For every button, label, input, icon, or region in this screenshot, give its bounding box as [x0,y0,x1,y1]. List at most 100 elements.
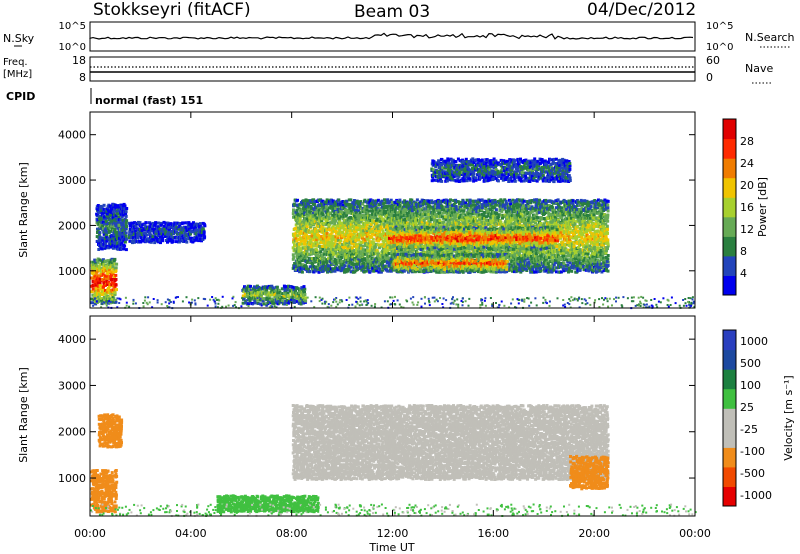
power-cell [105,233,109,237]
power-cell [155,236,158,240]
power-cell [94,284,98,288]
power-cell [94,299,97,303]
power-cell [111,273,115,277]
power-cell [101,238,105,242]
power-cell [111,206,115,210]
power-cell [107,295,111,299]
power-cell [128,239,132,243]
power-cell [112,220,116,224]
power-cell [303,245,307,249]
power-cell [113,227,117,231]
power-cell [107,281,110,284]
power-cell [166,240,169,244]
power-cell [311,248,315,252]
power-cell [108,237,112,241]
power-cell [190,222,193,226]
power-cell [138,221,142,225]
power-cell [265,288,269,292]
power-cell [274,300,278,304]
power-cell [301,295,305,299]
power-cell [272,291,276,295]
power-cell [244,301,248,305]
power-cell [131,221,135,225]
power-cell [312,238,316,242]
power-cell [124,227,128,231]
power-cell [194,231,198,235]
power-cell [259,302,263,306]
power-cell [102,203,106,207]
power-cell [292,256,296,259]
power-cell [101,211,105,215]
power-cell [99,236,102,240]
power-cell [278,294,282,297]
power-cell [112,266,115,270]
power-cell [252,285,256,289]
power-cell [310,248,314,252]
power-cell [305,234,308,238]
power-cell [202,230,206,234]
power-cell [166,221,170,225]
power-cell [114,273,118,277]
power-cell [97,226,101,230]
power-cell [134,225,138,229]
power-cell [99,218,103,222]
power-cell [247,302,251,306]
power-cell [301,224,305,228]
power-cell [149,222,153,226]
power-cell [325,261,329,265]
power-cell [139,225,143,229]
power-cell [117,209,121,213]
power-cell [303,250,307,254]
power-cell [98,277,102,281]
power-cell [284,300,288,303]
power-cell [241,294,245,298]
power-cell [189,225,193,229]
power-cell [149,235,152,239]
freq-tick-top: 18 [72,54,86,67]
power-cell [189,239,193,243]
power-cell [160,223,163,227]
power-cell [143,223,147,227]
power-cell [112,270,116,274]
power-cell [133,221,137,225]
power-cell [300,242,304,246]
freq-tick-bottom: 8 [79,71,86,84]
power-cell [117,220,121,223]
power-cell [100,247,104,251]
power-cell [311,257,315,261]
power-cell [299,226,303,230]
power-cell [158,227,162,231]
power-cell [153,241,157,245]
power-cell [156,237,160,241]
power-cell [201,238,205,241]
power-cell [136,236,140,240]
power-cell [313,202,317,206]
power-cell [153,238,157,242]
power-cell [297,245,301,249]
power-cell [303,211,307,215]
power-cell [203,235,207,239]
power-cell [299,239,303,243]
power-cell [299,229,303,233]
power-cell [102,227,105,231]
power-cell [295,256,299,260]
power-cell [305,261,309,264]
freq-unit: [MHz] [3,69,32,80]
power-cell [294,267,298,271]
power-cell [159,241,162,245]
power-cell [96,204,100,207]
power-cell [257,285,261,289]
power-cell [110,214,114,217]
power-cell [200,231,204,235]
power-cell [111,294,115,298]
power-cell [96,257,100,261]
power-cell [300,251,304,255]
power-cell [159,221,163,225]
power-cell [120,227,124,231]
power-cell [99,262,103,266]
power-cell [294,234,298,238]
nave-label: Nave [745,62,773,75]
nave-tick-bottom: 0 [706,71,713,84]
power-cell [111,208,115,212]
power-cell [114,214,118,218]
